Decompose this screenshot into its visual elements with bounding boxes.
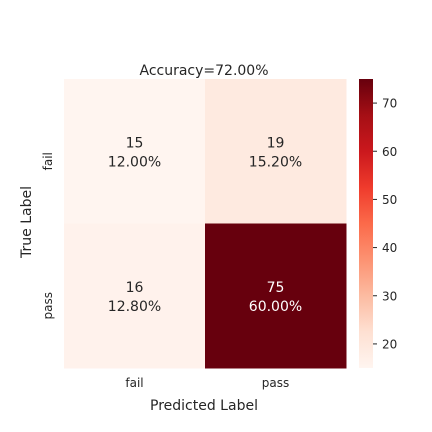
colorbar-ticks: 20 30 40 50 60 70 [373,97,397,351]
colorbar-tick-label: 70 [382,97,397,111]
heatmap-cells [64,79,347,369]
cell-percent-label: 15.20% [249,154,302,170]
y-tick-label: pass [41,292,55,319]
heatmap-cell [64,79,206,224]
heatmap-cell [64,223,206,369]
colorbar-tick-label: 30 [382,289,397,303]
y-axis-label: True Label [19,186,35,259]
cell-percent-label: 60.00% [249,299,302,315]
y-tick-label: fail [41,152,55,170]
cell-count-label: 75 [267,280,285,296]
colorbar-tick-label: 20 [382,337,397,351]
cell-percent-label: 12.80% [108,299,161,315]
colorbar-tick-label: 60 [382,145,397,159]
colorbar [359,79,373,368]
y-tick-labels: fail pass [41,152,55,319]
cell-count-label: 15 [126,135,144,151]
cell-percent-label: 12.00% [108,154,161,170]
cell-count-label: 16 [126,280,144,296]
cell-count-label: 19 [267,135,285,151]
x-tick-label: pass [262,376,289,390]
x-tick-labels: fail pass [125,376,289,390]
chart-title: Accuracy=72.00% [139,63,268,79]
colorbar-tick-label: 50 [382,193,397,207]
heatmap-cell [205,79,347,224]
x-tick-label: fail [125,376,143,390]
heatmap-cell [205,223,347,369]
heatmap-cell-labels: 15 12.00% 19 15.20% 16 12.80% 75 60.00% [108,135,302,315]
x-axis-label: Predicted Label [150,398,258,414]
colorbar-tick-label: 40 [382,241,397,255]
